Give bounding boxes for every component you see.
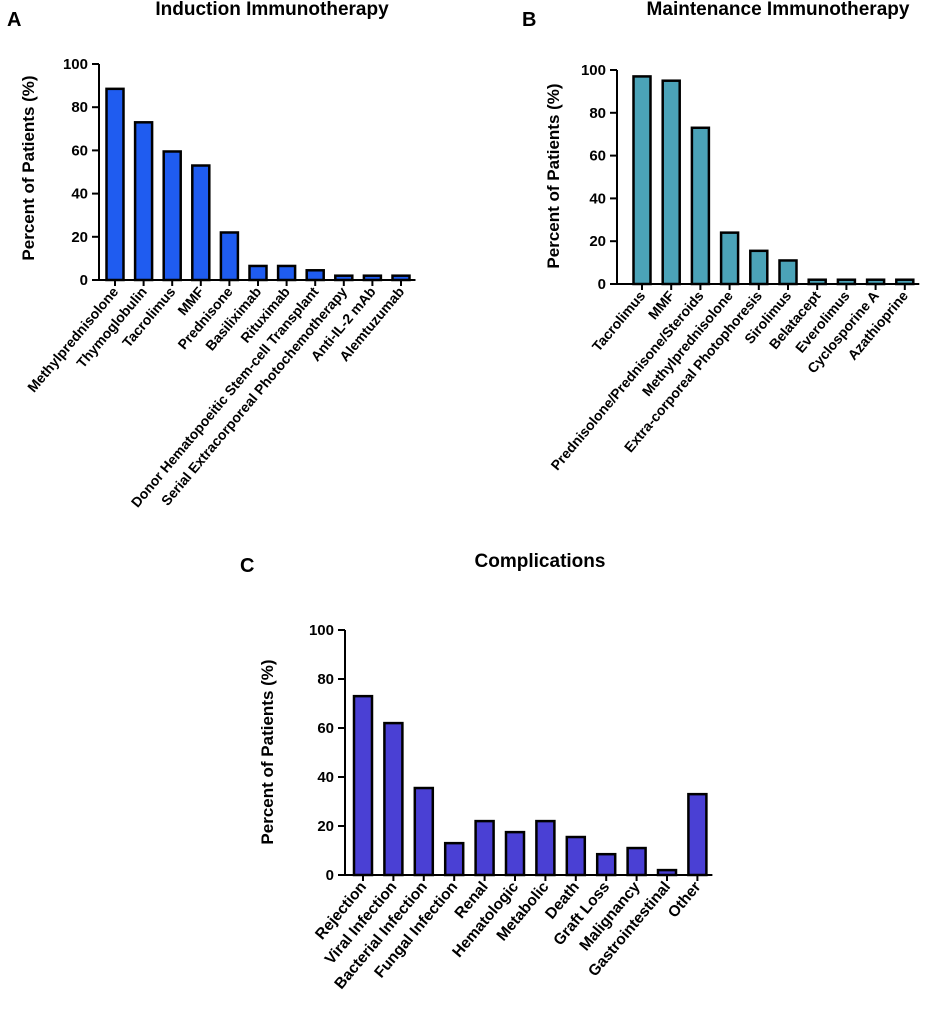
y-tick-label: 40 (71, 186, 88, 203)
bar (535, 819, 556, 877)
y-tick-label: 20 (317, 818, 334, 835)
y-tick-label: 0 (326, 867, 334, 884)
y-tick-label: 80 (317, 671, 334, 688)
y-tick-label: 80 (71, 99, 88, 116)
y-tick-label: 100 (63, 56, 88, 73)
y-tick-label: 20 (589, 233, 606, 250)
bar (836, 278, 857, 286)
bar (865, 278, 886, 286)
y-tick-label: 80 (589, 105, 606, 122)
panel-c-letter: C (240, 555, 254, 577)
panel-b-maintenance-chart: B Maintenance Immunotherapy Percent of P… (522, 0, 920, 473)
panel-c-complications-chart: C Complications Percent of Patients (%) … (240, 551, 713, 993)
bar (895, 278, 915, 286)
y-tick-label: 60 (71, 142, 88, 159)
bar (105, 87, 125, 282)
bar (661, 79, 681, 286)
y-tick-label: 100 (309, 622, 334, 639)
panel-a-y-axis-label: Percent of Patients (%) (19, 75, 38, 260)
bar (807, 278, 827, 286)
panel-b-letter: B (522, 9, 536, 31)
bar (778, 259, 798, 286)
bar (565, 835, 587, 877)
bar (474, 819, 495, 877)
bar (305, 269, 325, 282)
x-category-label: Other (665, 879, 705, 922)
bar (362, 274, 383, 282)
bar (276, 264, 297, 282)
bar (191, 164, 211, 282)
panel-c-title: Complications (475, 551, 606, 572)
y-tick-label: 0 (598, 276, 606, 293)
bar (626, 846, 647, 877)
bar (719, 231, 740, 286)
y-tick-label: 60 (589, 148, 606, 165)
bar (413, 786, 435, 877)
bar (443, 841, 465, 877)
panel-a-letter: A (7, 9, 21, 31)
panel-a-title: Induction Immunotherapy (155, 0, 389, 20)
bar (334, 274, 354, 282)
bar (504, 830, 526, 877)
bar (352, 694, 374, 877)
bar (383, 721, 404, 877)
bar (162, 150, 182, 282)
y-tick-label: 60 (317, 720, 334, 737)
bar (687, 792, 708, 877)
y-tick-label: 20 (71, 229, 88, 246)
panel-b-title: Maintenance Immunotherapy (647, 0, 910, 20)
bar (749, 249, 769, 286)
bar (219, 231, 240, 282)
y-tick-label: 40 (589, 190, 606, 207)
y-tick-label: 0 (80, 272, 88, 289)
panel-c-y-axis-label: Percent of Patients (%) (258, 659, 277, 844)
bar (656, 868, 678, 877)
bar (133, 121, 154, 282)
bar (690, 126, 711, 286)
panel-a-induction-chart: A Induction Immunotherapy Percent of Pat… (7, 0, 416, 510)
bar (632, 75, 652, 286)
y-tick-label: 40 (317, 769, 334, 786)
bar (595, 852, 617, 877)
bar (391, 274, 411, 282)
y-tick-label: 100 (581, 62, 606, 79)
bar (248, 264, 268, 282)
x-category-label: Tacrolimus (589, 287, 649, 354)
panel-b-y-axis-label: Percent of Patients (%) (544, 83, 563, 268)
